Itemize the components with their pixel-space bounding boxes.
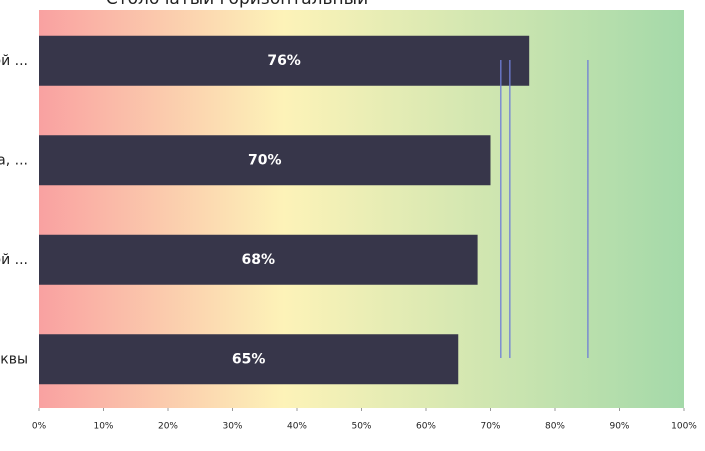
x-tick-label: 30% [222,422,242,432]
x-tick-label: 60% [416,422,436,432]
x-tick-label: 20% [158,422,178,432]
value-label: 70% [248,152,282,168]
x-tick-label: 40% [287,422,307,432]
bar [39,234,478,285]
x-tick-label: 0% [32,422,47,432]
bar [39,135,491,186]
bar [39,334,459,385]
x-tick-label: 70% [480,422,500,432]
value-label: 68% [242,252,276,268]
y-tick-label: ой ... [0,252,28,268]
x-tick-label: 80% [545,422,565,432]
x-tick-label: 50% [351,422,371,432]
y-tick-label: ой ... [0,53,28,69]
chart-title: Столбчатый горизонтальный [106,0,368,9]
x-tick-label: 100% [671,422,697,432]
bar [39,35,530,86]
value-label: 65% [232,351,266,367]
x-tick-label: 90% [609,422,629,432]
value-label: 76% [267,53,301,69]
y-tick-label: ра, ... [0,152,28,168]
y-tick-label: квы [0,351,28,367]
x-tick-label: 10% [93,422,113,432]
